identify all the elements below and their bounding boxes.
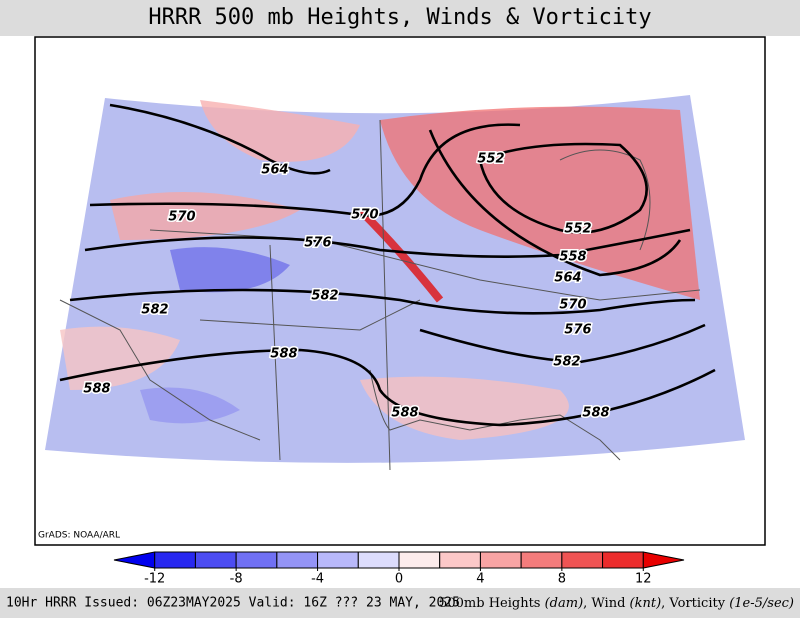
footer-right-part: , Vorticity [661, 596, 729, 611]
contours [59, 103, 716, 427]
contour-label: 570 [168, 210, 195, 225]
contour-label: 564 [554, 271, 581, 286]
contour-labels: 564 570 570 576 582 582 588 588 588 588 … [82, 150, 611, 422]
colorbar-tick-label: -4 [311, 572, 324, 587]
footer-bar [0, 588, 800, 618]
colorbar-tick-label: 12 [635, 572, 652, 587]
colorbar-box [235, 551, 278, 569]
colorbar-box [479, 551, 522, 569]
contour-label: 552 [477, 152, 504, 167]
contour-label: 588 [270, 347, 297, 362]
contour-label: 588 [582, 406, 609, 421]
vorticity-positive [200, 100, 360, 162]
footer-right: 500mb Heights (dam), Wind (knt), Vortici… [439, 596, 794, 611]
colorbar-tick-label: 0 [395, 572, 403, 587]
contour-label: 570 [559, 298, 586, 313]
contour-label: 570 [351, 208, 378, 223]
colorbar-box [561, 551, 604, 569]
colorbar-tick-label: -8 [230, 572, 243, 587]
colorbar-box [602, 551, 644, 569]
title-bar [0, 0, 800, 36]
colorbar-box [398, 551, 441, 569]
vorticity-positive [380, 106, 700, 301]
contour-label: 576 [564, 323, 591, 338]
contour-label: 552 [564, 222, 591, 237]
contour-label: 582 [553, 355, 580, 370]
footer-right-part: , Wind [583, 596, 629, 611]
footer-right-part: (1e-5/sec) [729, 596, 794, 611]
footer-right-part: 500mb Heights [439, 596, 545, 611]
credit: GrADS: NOAA/ARL [38, 531, 120, 541]
colorbar-box [520, 551, 563, 569]
footer-left: 10Hr HRRR Issued: 06Z23MAY2025 Valid: 16… [6, 596, 460, 611]
footer-right-part: (dam) [545, 596, 584, 611]
colorbar-box [276, 551, 319, 569]
map: 564 570 570 576 582 582 588 588 588 588 … [45, 95, 745, 471]
contour-label: 588 [83, 382, 110, 397]
contour-label: 576 [304, 236, 331, 251]
vorticity-negative [140, 387, 240, 424]
contour-label: 558 [559, 250, 586, 265]
colorbar-box [154, 551, 196, 569]
contour-label: 582 [311, 289, 338, 304]
contour-label: 564 [261, 163, 288, 178]
colorbar-box [642, 551, 685, 569]
colorbar: -12 -8 -4 0 4 8 12 [113, 551, 685, 587]
colorbar-tick-label: -12 [144, 572, 165, 587]
vorticity-negative [170, 247, 290, 293]
colorbar-box [317, 551, 359, 569]
colorbar-box [194, 551, 237, 569]
footer-right-part: (knt) [630, 596, 662, 611]
contour-label: 588 [391, 406, 418, 421]
colorbar-tick-label: 8 [558, 572, 566, 587]
colorbar-tick-label: 4 [476, 572, 484, 587]
colorbar-box [357, 551, 400, 569]
contour-label: 582 [141, 303, 168, 318]
title: HRRR 500 mb Heights, Winds & Vorticity [148, 5, 651, 30]
colorbar-box [113, 551, 156, 569]
colorbar-box [439, 551, 481, 569]
